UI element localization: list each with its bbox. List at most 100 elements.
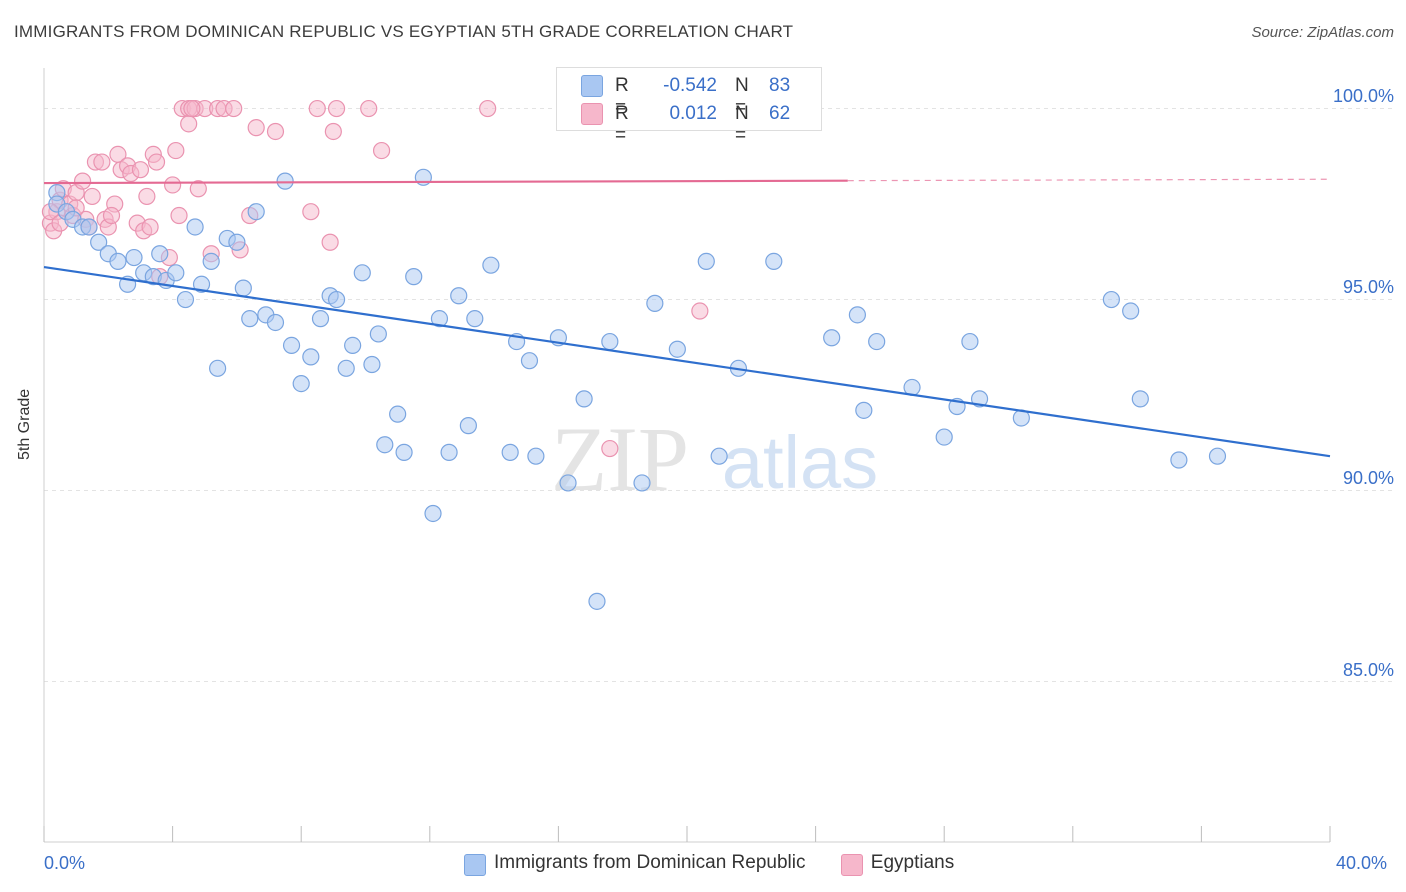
blue-point — [855, 401, 873, 419]
pink-point — [247, 119, 265, 137]
pink-point — [138, 187, 156, 206]
blue-point — [1208, 447, 1227, 465]
pink-point — [170, 206, 188, 225]
blue-point — [109, 252, 127, 270]
pink-point — [147, 153, 166, 171]
pink-trend-line — [43, 179, 848, 185]
y-tick-label: 90.0% — [1342, 468, 1394, 488]
legend-label: Immigrants from Dominican Republic — [494, 852, 806, 873]
watermark-zip: ZIP — [551, 408, 689, 510]
pink-point — [302, 203, 320, 221]
legend-item-egyptians: Egyptians — [840, 852, 955, 876]
blue-point — [151, 245, 169, 263]
blue-point — [970, 390, 989, 408]
blue-point — [266, 313, 285, 332]
y-tick-label: 85.0% — [1342, 660, 1394, 680]
blue-point — [344, 336, 362, 354]
blue-point — [710, 447, 728, 465]
blue-point — [1170, 451, 1188, 469]
blue-point — [369, 325, 387, 343]
pink-point — [73, 172, 92, 190]
pink-point — [83, 187, 101, 206]
y-tick-label: 95.0% — [1342, 277, 1394, 297]
blue-point — [363, 355, 381, 374]
blue-point — [247, 203, 265, 221]
blue-point — [424, 504, 442, 523]
blue-swatch — [581, 75, 603, 97]
grid-lines — [44, 108, 1392, 683]
x-tick-label: 40.0% — [1336, 853, 1388, 873]
blue-point — [1131, 390, 1149, 408]
r-value: 0.012 — [669, 103, 717, 124]
blue-point — [450, 287, 468, 305]
pink-point — [372, 141, 391, 160]
y-tick-label: 100.0% — [1332, 86, 1394, 106]
n-label: N = — [735, 75, 749, 118]
n-value: 83 — [769, 75, 791, 96]
blue-point — [1122, 302, 1140, 320]
blue-point — [501, 443, 519, 461]
blue-point — [302, 348, 320, 366]
x-tick-label: 0.0% — [44, 853, 86, 873]
blue-point — [559, 474, 577, 492]
blue-point — [405, 268, 423, 286]
blue-point — [575, 390, 593, 408]
legend-item-dominican: Immigrants from Dominican Republic — [464, 852, 806, 876]
watermark-atlas: atlas — [722, 421, 878, 504]
pink-point — [189, 180, 207, 198]
pink-point — [360, 99, 378, 118]
pink-point — [93, 153, 111, 171]
blue-point — [90, 233, 108, 251]
blue-point — [125, 248, 143, 267]
pink-point — [691, 302, 709, 320]
blue-point — [167, 264, 185, 282]
blue-point — [192, 275, 211, 293]
pink-point — [324, 122, 342, 141]
blue-point — [234, 279, 252, 297]
legend-label: Egyptians — [870, 852, 955, 873]
blue-point — [848, 306, 866, 324]
blue-point — [823, 329, 841, 347]
blue-point — [646, 294, 664, 312]
axes — [43, 68, 1331, 843]
blue-trend-line — [43, 266, 1331, 458]
r-label: R = — [615, 103, 629, 146]
blue-point — [430, 310, 449, 328]
blue-point — [353, 264, 371, 282]
blue-point — [395, 443, 413, 461]
blue-point — [588, 592, 606, 610]
blue-point — [228, 233, 246, 251]
pink-trend-line-dashed — [847, 178, 1331, 182]
data-points — [41, 99, 1227, 610]
pink-point — [131, 161, 150, 179]
blue-point — [1102, 290, 1120, 309]
blue-point — [292, 375, 310, 393]
blue-point — [282, 336, 301, 354]
pink-point — [266, 122, 285, 141]
blue-point — [209, 359, 227, 377]
r-label: R = — [615, 75, 629, 118]
blue-point — [440, 443, 458, 461]
pink-point — [601, 439, 619, 458]
pink-point — [321, 233, 339, 251]
blue-point — [376, 436, 394, 454]
blue-point — [202, 252, 220, 270]
blue-point — [80, 218, 98, 236]
trend-lines — [43, 178, 1331, 458]
blue-point — [520, 352, 539, 370]
source-label: Source: ZipAtlas.com — [1251, 24, 1394, 41]
pink-point — [327, 99, 346, 118]
blue-point — [527, 447, 545, 465]
pink-point — [225, 99, 243, 118]
pink-point — [308, 99, 326, 118]
blue-point — [241, 310, 259, 328]
blue-point — [935, 428, 953, 446]
blue-point — [697, 252, 715, 270]
blue-point — [668, 340, 686, 358]
pink-point — [180, 115, 198, 133]
pink-point — [167, 141, 185, 160]
legend-swatch-blue — [464, 854, 486, 876]
pink-point — [164, 176, 182, 194]
blue-point — [961, 332, 979, 351]
blue-point — [601, 332, 619, 351]
